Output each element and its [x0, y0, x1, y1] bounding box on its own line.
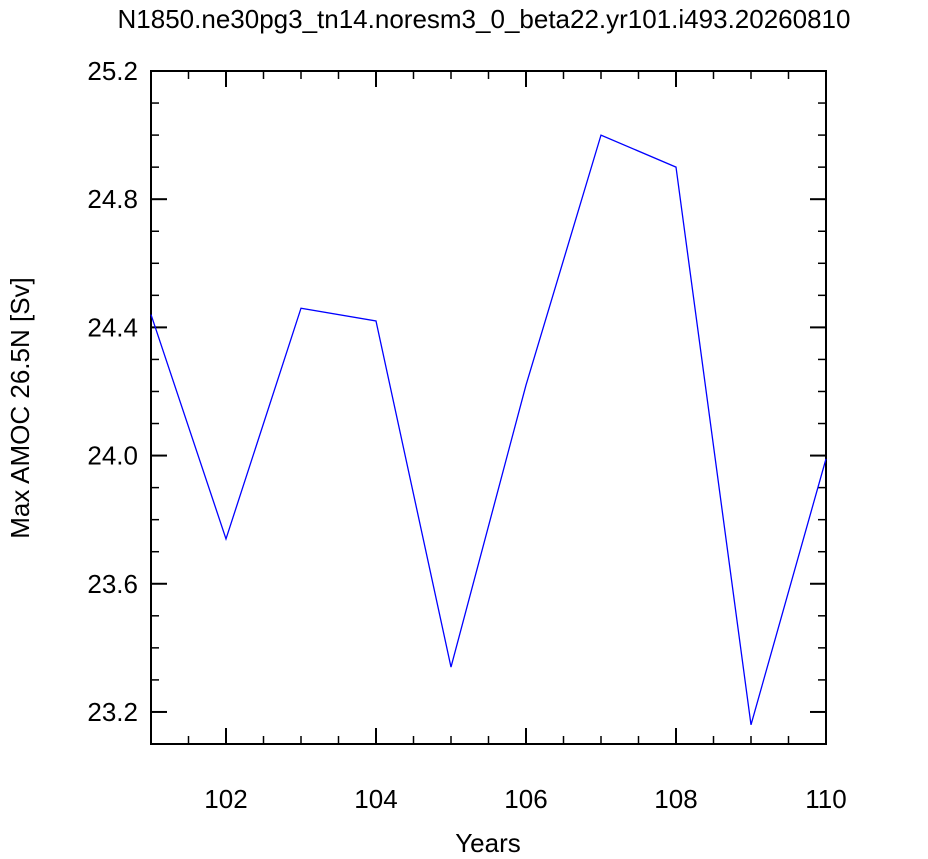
- chart-title: N1850.ne30pg3_tn14.noresm3_0_beta22.yr10…: [118, 4, 851, 34]
- plot-border: [150, 70, 827, 745]
- plot-frame: [150, 70, 827, 745]
- y-tick-label: 23.2: [87, 697, 138, 727]
- x-tick-label: 110: [805, 784, 846, 814]
- y-tick-label: 24.0: [87, 441, 138, 471]
- x-tick-label: 104: [354, 784, 397, 814]
- y-tick-label: 24.8: [87, 184, 138, 214]
- y-axis: 23.2 23.6 24.0 24.4 24.8 25.2: [87, 56, 826, 745]
- y-tick-label: 23.6: [87, 569, 138, 599]
- x-axis: 102 104 106 108 110: [150, 71, 847, 814]
- x-tick-label: 102: [204, 784, 247, 814]
- y-tick-label: 25.2: [87, 56, 138, 86]
- x-tick-label: 106: [504, 784, 547, 814]
- y-axis-label: Max AMOC 26.5N [Sv]: [5, 277, 35, 539]
- y-tick-label: 24.4: [87, 312, 138, 342]
- x-tick-label: 108: [654, 784, 697, 814]
- series-line: [150, 134, 827, 725]
- x-axis-label: Years: [455, 828, 521, 858]
- series-group: [150, 134, 827, 725]
